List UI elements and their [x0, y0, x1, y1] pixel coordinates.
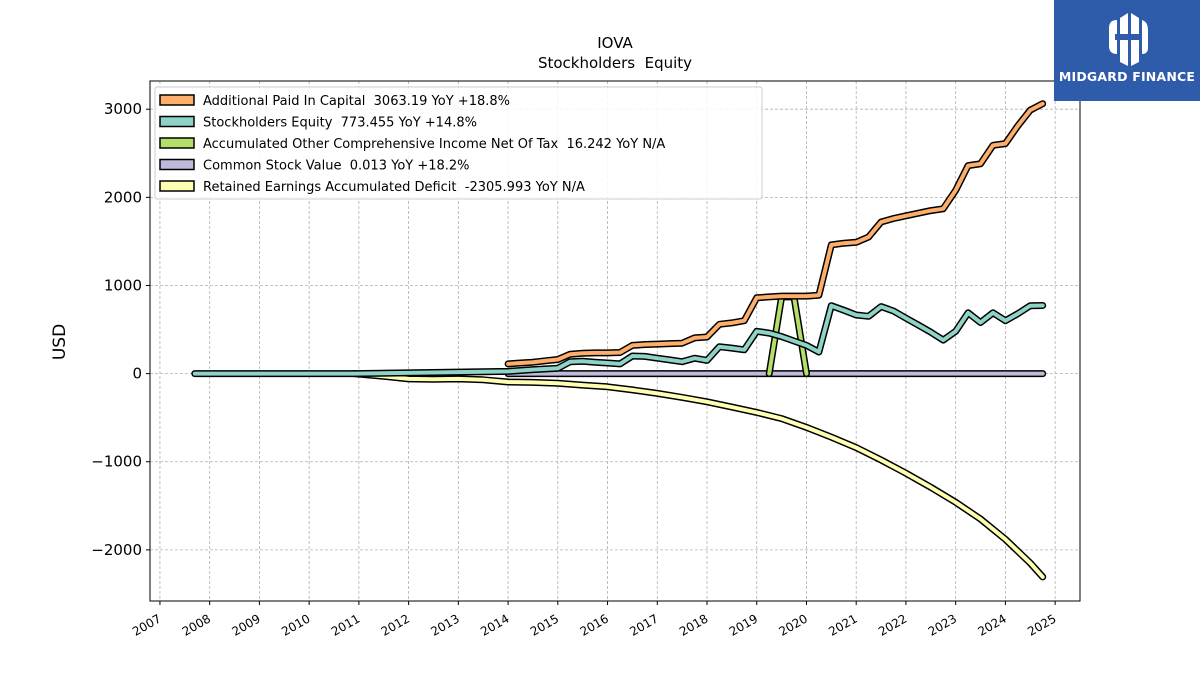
- legend-swatch: [159, 115, 195, 128]
- legend-swatch: [159, 94, 195, 106]
- legend-swatch: [159, 180, 195, 192]
- midgard-logo-icon: [1109, 13, 1148, 66]
- series-outline: [350, 370, 1047, 581]
- x-tick-label: 2014: [478, 611, 511, 638]
- y-tick-label: 2000: [104, 188, 142, 206]
- x-tick-label: 2020: [777, 611, 810, 638]
- y-tick-label: −2000: [91, 541, 142, 559]
- y-axis-label: USD: [50, 324, 70, 360]
- x-tick-label: 2017: [627, 611, 660, 638]
- x-tick-label: 2018: [677, 611, 710, 638]
- y-tick-label: 1000: [104, 276, 142, 294]
- x-tick-label: 2007: [130, 611, 163, 638]
- x-tick-label: 2009: [229, 611, 262, 638]
- x-tick-label: 2021: [826, 611, 859, 638]
- legend: Additional Paid In Capital 3063.19 YoY +…: [154, 86, 763, 200]
- legend-swatch: [159, 158, 195, 171]
- legend-box: [154, 86, 763, 200]
- x-tick-label: 2010: [279, 611, 312, 638]
- x-tick-label: 2013: [428, 611, 461, 638]
- series-line: [192, 303, 1045, 376]
- x-tick-label: 2024: [975, 611, 1008, 638]
- plot-frame: [149, 80, 1081, 602]
- y-tick-label: 0: [132, 365, 142, 383]
- chart-title: IOVA: [597, 34, 633, 52]
- brand-name: MIDGARD FINANCE: [1058, 69, 1196, 84]
- x-tick-label: 2011: [329, 611, 362, 638]
- y-tick-label: 3000: [104, 100, 142, 118]
- legend-swatch: [159, 137, 195, 149]
- x-tick-label: 2016: [578, 611, 611, 638]
- legend-entry: Retained Earnings Accumulated Deficit -2…: [203, 180, 585, 195]
- brand-logo: MIDGARD FINANCE: [1054, 0, 1200, 101]
- legend-entry: Additional Paid In Capital 3063.19 YoY +…: [203, 94, 510, 109]
- series-lines: [191, 100, 1047, 581]
- series-line: [506, 101, 1045, 366]
- x-tick-label: 2025: [1025, 611, 1058, 638]
- chart-subtitle: Stockholders Equity: [538, 54, 692, 72]
- legend-entry: Accumulated Other Comprehensive Income N…: [203, 137, 665, 152]
- x-tick-label: 2015: [528, 611, 561, 638]
- y-tick-label: −1000: [91, 453, 142, 471]
- series-line: [351, 371, 1045, 579]
- x-tick-label: 2019: [727, 611, 760, 638]
- x-tick-label: 2022: [876, 611, 909, 638]
- x-tick-label: 2023: [926, 611, 959, 638]
- x-tick-label: 2012: [379, 611, 412, 638]
- legend-entry: Stockholders Equity 773.455 YoY +14.8%: [203, 116, 477, 131]
- x-tick-label: 2008: [180, 611, 213, 638]
- legend-entry: Common Stock Value 0.013 YoY +18.2%: [203, 159, 470, 174]
